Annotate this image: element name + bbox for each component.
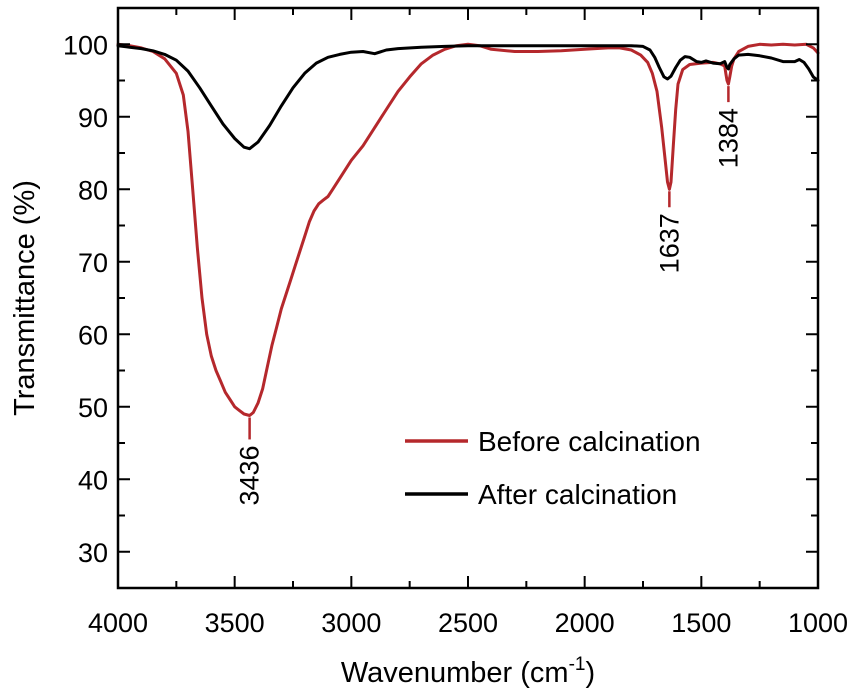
peak-label-3436: 3436 (235, 445, 265, 505)
x-tick-label: 2000 (555, 608, 615, 638)
x-tick-label: 2500 (438, 608, 498, 638)
x-tick-label: 1000 (788, 608, 848, 638)
series-line-before-calcination (116, 42, 820, 417)
x-tick-label: 1500 (671, 608, 731, 638)
x-tick-label: 3500 (205, 608, 265, 638)
peak-label-1384: 1384 (713, 108, 743, 168)
x-tick-label: 4000 (88, 608, 148, 638)
peak-annotations: 3436 1637 1384 (235, 86, 743, 506)
axes: 4000 3500 3000 2500 2000 1500 1000 30 40 50 60 70 80… (9, 6, 848, 689)
x-tick-label: 3000 (321, 608, 381, 638)
y-tick-label: 70 (78, 248, 108, 278)
series-line-after-calcination (116, 44, 820, 151)
x-axis-title-main: Wavenumber (cm (341, 657, 569, 689)
y-tick-label: 80 (78, 175, 108, 205)
x-axis-title-superscript: -1 (569, 654, 586, 675)
y-tick-label: 100 (63, 30, 108, 60)
y-tick-label: 90 (78, 103, 108, 133)
legend-label-after-calcination: After calcination (478, 479, 677, 510)
x-axis-title: Wavenumber (cm-1) (341, 654, 595, 689)
x-axis-title-close: ) (586, 657, 596, 689)
peak-label-1637: 1637 (654, 213, 684, 273)
y-tick-label: 60 (78, 320, 108, 350)
y-tick-label: 40 (78, 465, 108, 495)
plot-frame (116, 6, 820, 590)
series-layer (116, 42, 820, 417)
y-tick-label: 30 (78, 538, 108, 568)
legend-label-before-calcination: Before calcination (478, 426, 701, 457)
y-tick-label: 50 (78, 393, 108, 423)
legend: Before calcination After calcination (405, 426, 701, 510)
y-axis-title: Transmittance (%) (9, 180, 41, 416)
